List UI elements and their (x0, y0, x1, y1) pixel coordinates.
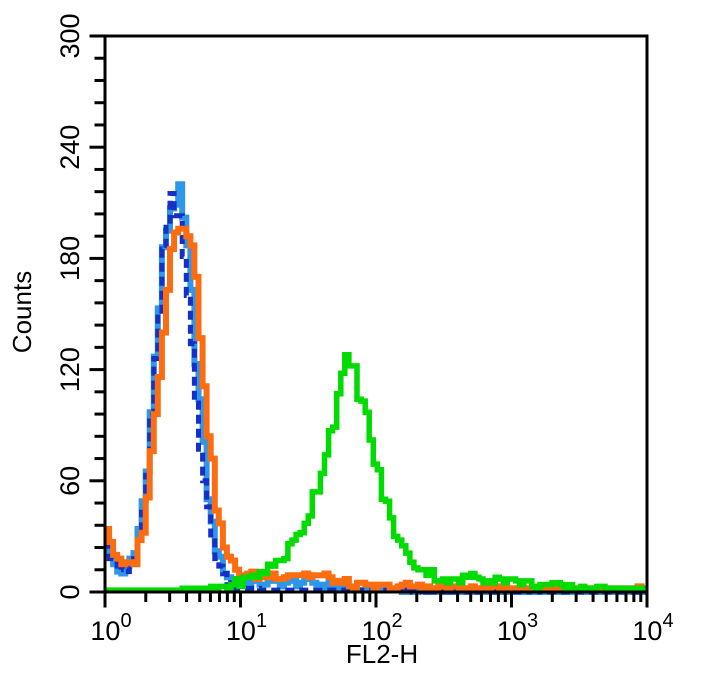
series-orange-solid (105, 225, 646, 594)
x-tick-label-10e1: 101 (226, 610, 267, 646)
axes (89, 34, 649, 608)
y-tick-label-120: 120 (55, 347, 85, 392)
x-tick-label-10e2: 102 (361, 610, 402, 646)
y-tick-label-300: 300 (55, 13, 85, 58)
plot-frame (103, 34, 649, 594)
y-tick-label-60: 60 (55, 466, 85, 496)
y-tick-label-240: 240 (55, 125, 85, 170)
y-axis-title: Counts (7, 271, 37, 353)
x-axis-title: FL2-H (346, 639, 418, 669)
y-tick-label-0: 0 (55, 584, 85, 599)
x-tick-label-10e3: 103 (497, 610, 538, 646)
series-light-blue-solid (105, 181, 646, 595)
series-green-solid (105, 352, 646, 593)
tick-labels: 0 60 120 180 240 300 100 101 102 103 104 (55, 13, 674, 646)
histogram-curves (105, 181, 646, 595)
y-tick-label-180: 180 (55, 236, 85, 281)
series-dark-blue-dashed (105, 191, 646, 595)
x-tick-label-10e0: 100 (90, 610, 131, 646)
x-tick-label-10e4: 104 (632, 610, 673, 646)
